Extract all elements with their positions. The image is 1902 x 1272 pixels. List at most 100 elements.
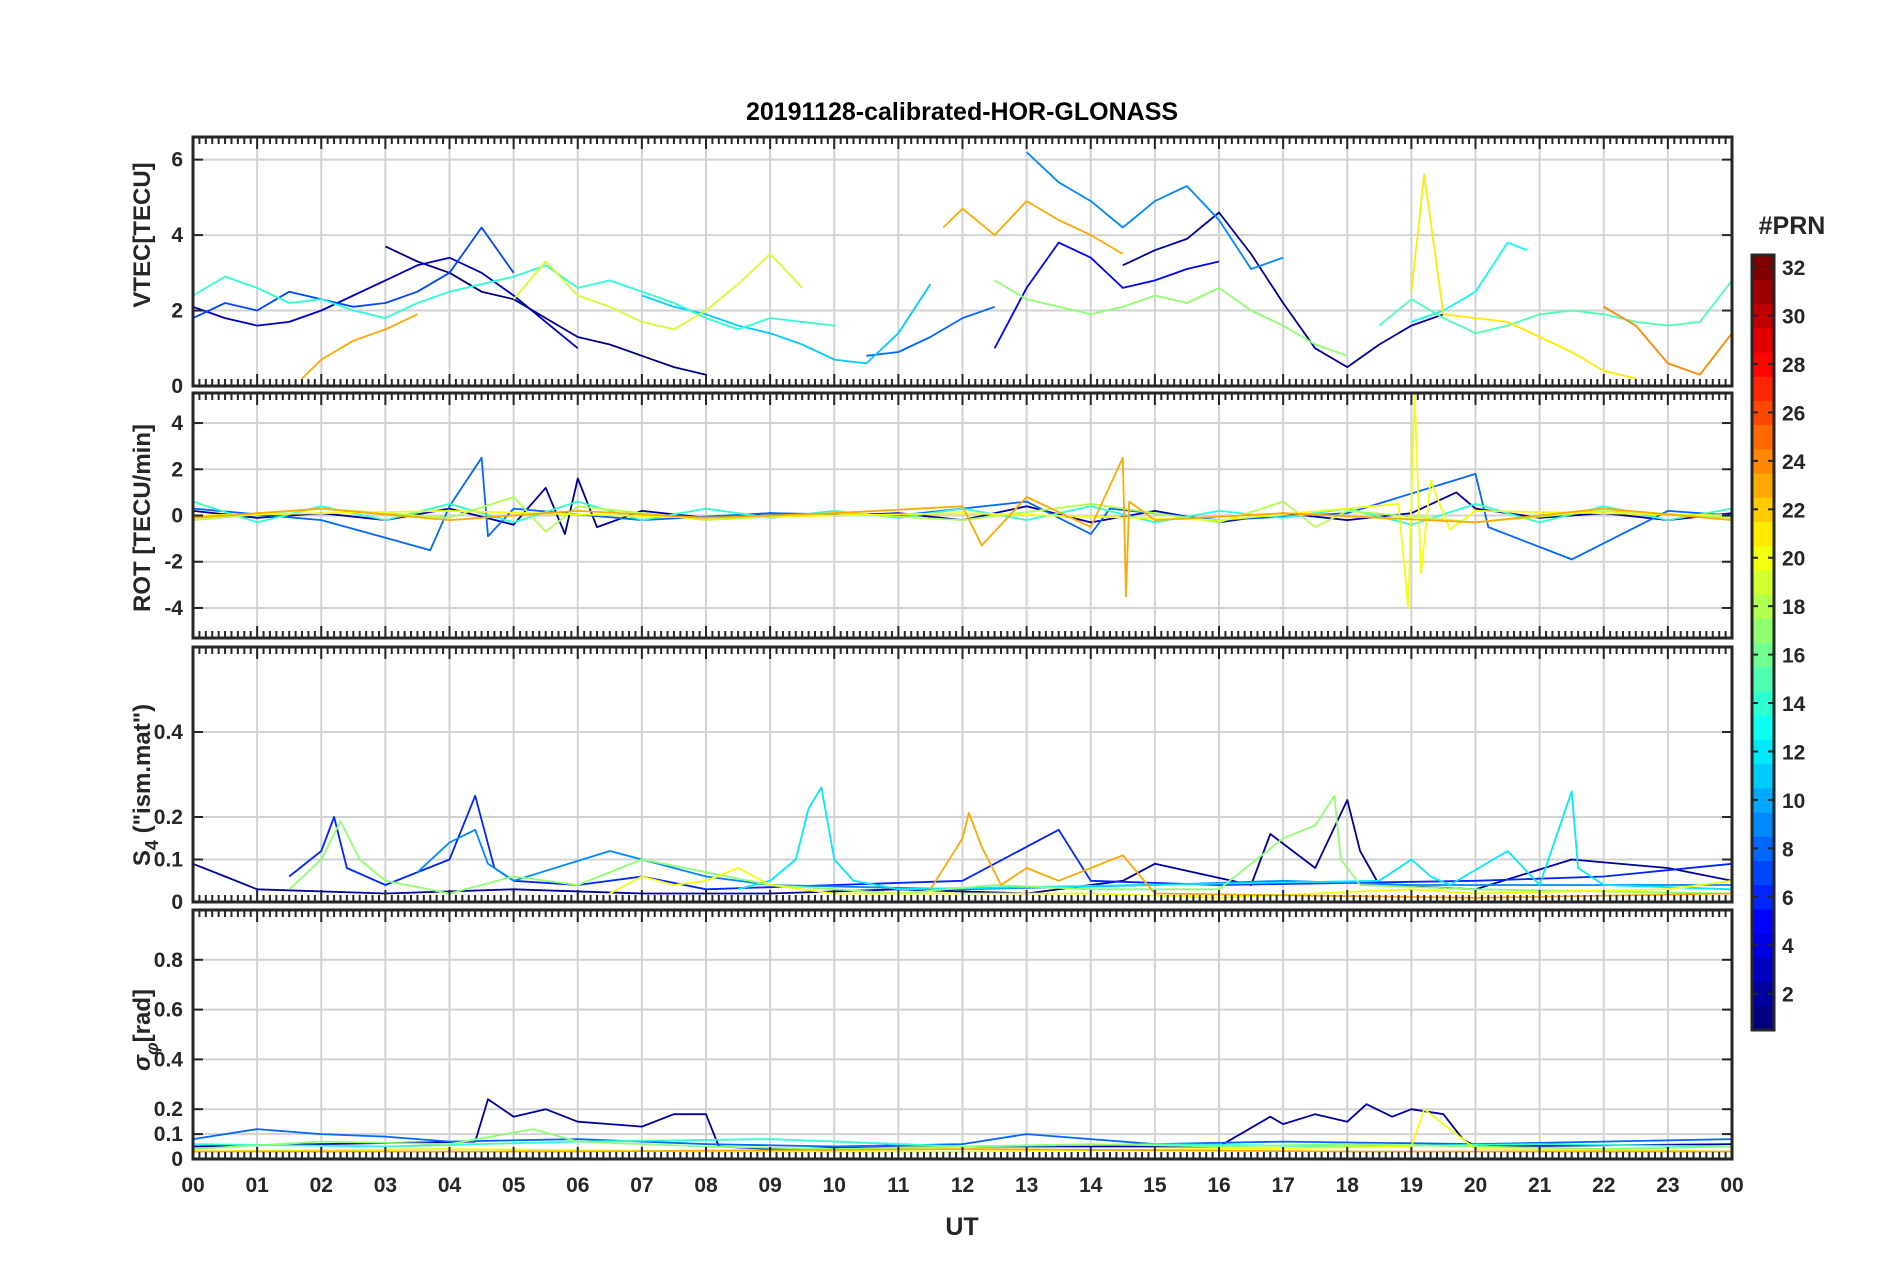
colorbar-segment bbox=[1752, 812, 1774, 837]
colorbar-tick-label: 30 bbox=[1782, 306, 1805, 329]
colorbar-tick-label: 28 bbox=[1782, 354, 1806, 377]
colorbar-tick-label: 26 bbox=[1782, 402, 1805, 425]
colorbar-segment bbox=[1752, 497, 1774, 523]
colorbar-segment bbox=[1752, 836, 1774, 862]
y-tick-label: 0.1 bbox=[154, 1123, 184, 1146]
x-tick-label: 15 bbox=[1143, 1174, 1167, 1197]
y-tick-label: 4 bbox=[171, 224, 183, 247]
colorbar-tick-label: 22 bbox=[1782, 499, 1805, 522]
colorbar-segment bbox=[1752, 279, 1774, 305]
colorbar-tick-label: 4 bbox=[1782, 935, 1794, 958]
series-prn-20 bbox=[609, 867, 1732, 899]
colorbar-tick-label: 32 bbox=[1782, 257, 1805, 280]
sigma-phi-panel: 00.10.2 0.4 0.6 0.8 bbox=[154, 908, 1734, 1171]
x-axis-label: UT bbox=[945, 1213, 978, 1241]
vtec-ylabel: VTEC[TECU] bbox=[129, 162, 156, 307]
series-prn-15 bbox=[1378, 279, 1732, 335]
series-prn-19 bbox=[512, 253, 803, 331]
colorbar-segment bbox=[1752, 715, 1774, 740]
x-tick-label: 03 bbox=[374, 1174, 397, 1197]
colorbar-segment bbox=[1752, 448, 1774, 474]
x-tick-label: 12 bbox=[951, 1174, 974, 1197]
rot-ylabel: ROT [TECU/min] bbox=[129, 424, 156, 612]
colorbar-tick-label: 6 bbox=[1782, 887, 1794, 910]
colorbar-segment bbox=[1752, 908, 1774, 934]
colorbar-segment bbox=[1752, 327, 1774, 353]
colorbar-segment bbox=[1752, 255, 1774, 280]
colorbar-tick-label: 12 bbox=[1782, 741, 1805, 764]
series-prn-24 bbox=[1603, 306, 1732, 376]
series-prn-1 bbox=[385, 245, 707, 376]
y-tick-label: -2 bbox=[164, 551, 183, 574]
series-prn-14 bbox=[193, 264, 835, 331]
colorbar-segment bbox=[1752, 860, 1774, 886]
panel-frame bbox=[191, 135, 1734, 388]
vtec-panel: 0 2 4 6 bbox=[171, 135, 1734, 398]
series-prn-23 bbox=[929, 811, 1732, 899]
colorbar-segment bbox=[1752, 400, 1774, 426]
colorbar-segment bbox=[1752, 763, 1774, 789]
colorbar-segment bbox=[1752, 981, 1774, 1007]
colorbar-title: #PRN bbox=[1759, 212, 1826, 240]
series-prn-8 bbox=[193, 1128, 1732, 1148]
s4-ylabel-rest: ("ism.mat") bbox=[129, 704, 156, 840]
colorbar-tick-label: 20 bbox=[1782, 548, 1805, 571]
y-tick-label: -4 bbox=[164, 597, 183, 620]
series-prn-3 bbox=[193, 256, 579, 349]
y-tick-label: 0 bbox=[171, 1148, 183, 1171]
x-tick-label: 17 bbox=[1271, 1174, 1294, 1197]
series-prn-17 bbox=[994, 279, 1348, 357]
colorbar-segment bbox=[1752, 642, 1774, 668]
y-tick-label: 2 bbox=[171, 458, 183, 481]
colorbar-tick-label: 10 bbox=[1782, 790, 1805, 813]
s4-ylabel-main: S bbox=[129, 850, 156, 866]
sigma-ylabel-rest: [rad] bbox=[129, 989, 156, 1042]
x-tick-label: 05 bbox=[502, 1174, 526, 1197]
s4-ylabel-sub: 4 bbox=[142, 840, 162, 850]
colorbar-segment bbox=[1752, 739, 1774, 765]
x-tick-label: 22 bbox=[1592, 1174, 1615, 1197]
colorbar-tick-label: 24 bbox=[1782, 451, 1806, 474]
sigma-ylabel-main: σ bbox=[129, 1054, 156, 1071]
x-tick-label: 06 bbox=[566, 1174, 589, 1197]
x-tick-label: 19 bbox=[1400, 1174, 1423, 1197]
y-tick-label: 4 bbox=[171, 412, 183, 435]
colorbar-segment bbox=[1752, 787, 1774, 813]
series-prn-14 bbox=[193, 500, 1732, 526]
panel-frame bbox=[191, 645, 1734, 904]
y-tick-label: 0.6 bbox=[154, 999, 183, 1022]
colorbar-segment bbox=[1752, 666, 1774, 692]
colorbar-segment bbox=[1752, 884, 1774, 910]
y-tick-label: 6 bbox=[171, 149, 183, 172]
x-tick-label: 11 bbox=[887, 1174, 910, 1197]
x-tick-label: 00 bbox=[181, 1174, 204, 1197]
colorbar-tick-label: 8 bbox=[1782, 838, 1794, 861]
colorbar-segment bbox=[1752, 1005, 1774, 1031]
colorbar-segment bbox=[1752, 957, 1774, 983]
colorbar-segment bbox=[1752, 351, 1774, 377]
series-prn-12 bbox=[737, 786, 1732, 891]
colorbar-tick-label: 2 bbox=[1782, 984, 1794, 1007]
series-prn-18 bbox=[193, 496, 1732, 533]
y-tick-label: 2 bbox=[171, 300, 183, 323]
series-prn-9 bbox=[1025, 151, 1284, 270]
x-tick-label: 08 bbox=[694, 1174, 718, 1197]
panel-frame bbox=[191, 391, 1734, 640]
y-tick-label: 0.2 bbox=[154, 1098, 183, 1121]
x-axis: 00 01 02 03 04 05 06 07 08 09 10 11 12 13 14 15 16 17 18 19… bbox=[181, 1174, 1743, 1197]
series-prn-23 bbox=[301, 313, 418, 380]
x-tick-label: 01 bbox=[245, 1174, 269, 1197]
colorbar-segment bbox=[1752, 933, 1774, 958]
sigma-ylabel-sub: φ bbox=[142, 1042, 162, 1055]
colorbar-segment bbox=[1752, 569, 1774, 595]
series-prn-2 bbox=[1122, 211, 1444, 369]
x-tick-label: 14 bbox=[1079, 1174, 1103, 1197]
s4-panel: 0 0.1 0.2 0.4 bbox=[154, 645, 1734, 914]
x-tick-label: 09 bbox=[758, 1174, 781, 1197]
y-tick-label: 0 bbox=[171, 375, 183, 398]
y-tick-label: 0.4 bbox=[154, 1048, 184, 1071]
series-prn-9 bbox=[416, 828, 1732, 891]
x-tick-label: 10 bbox=[823, 1174, 846, 1197]
series-prn-23 bbox=[942, 200, 1124, 255]
